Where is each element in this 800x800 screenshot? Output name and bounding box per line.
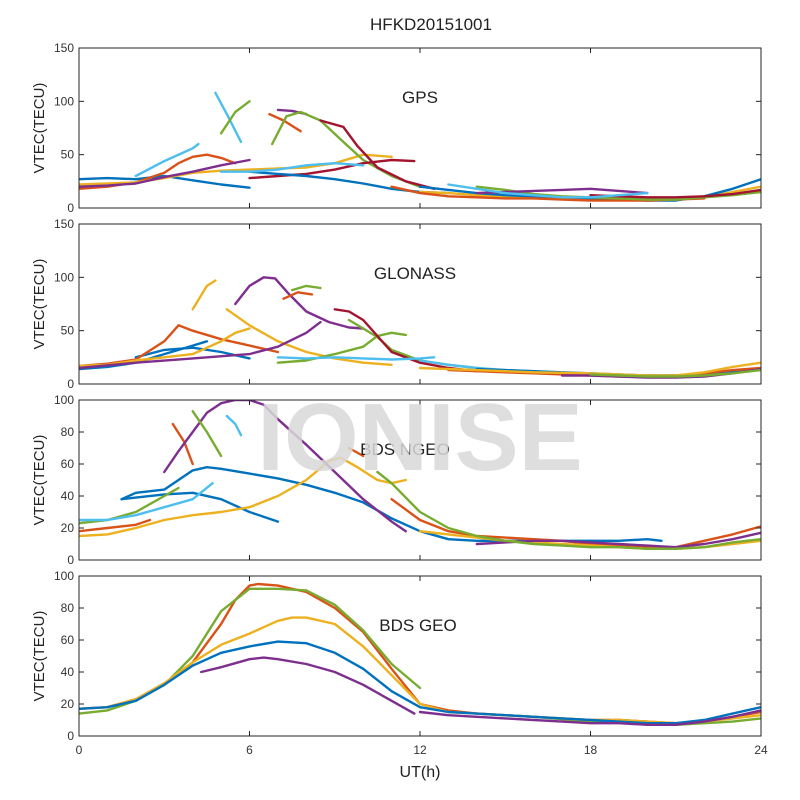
series-line: [79, 456, 407, 538]
y-axis-label: VTEC(TECU): [31, 435, 48, 526]
series-line: [418, 709, 761, 726]
series-line: [248, 158, 416, 180]
series-line: [276, 331, 407, 364]
y-tick-label: 40: [61, 665, 75, 679]
chart-title: HFKD20151001: [370, 15, 492, 34]
y-tick-label: 60: [61, 633, 75, 647]
x-axis-label: UT(h): [400, 764, 441, 781]
y-tick-label: 80: [61, 425, 75, 439]
series-line: [447, 183, 649, 199]
panel-label: GPS: [402, 88, 438, 107]
series-line: [319, 119, 436, 190]
panels: 0 50 100 150 VTEC(TECU) GPS 0 50 100 150 VTEC(TECU…: [31, 41, 762, 743]
series-line: [79, 640, 761, 725]
y-tick-label: 40: [61, 489, 75, 503]
y-tick-label: 0: [67, 553, 74, 567]
series-line: [225, 414, 243, 437]
series-group: [79, 91, 761, 202]
series-line: [171, 422, 194, 466]
y-tick-label: 80: [61, 601, 75, 615]
panel-gps: 0 50 100 150 VTEC(TECU) GPS: [31, 41, 762, 215]
series-group: [79, 400, 761, 550]
series-line: [191, 279, 217, 311]
panel-label: BDS GEO: [379, 616, 456, 635]
series-line: [214, 91, 243, 144]
series-group: [79, 276, 761, 379]
series-line: [589, 368, 761, 378]
y-tick-label: 150: [54, 217, 74, 231]
series-line: [79, 158, 251, 188]
y-axis-label: VTEC(TECU): [31, 611, 48, 702]
x-axis: 0 6 12 18 24: [76, 743, 768, 757]
series-line: [200, 656, 416, 715]
series-line: [134, 346, 251, 360]
series-line: [79, 518, 152, 533]
series-line: [79, 616, 761, 725]
series-line: [290, 284, 322, 292]
panel-bds-geo: 0 20 40 60 80 100 VTEC(TECU) BDS GEO: [31, 569, 762, 743]
y-tick-label: 100: [54, 393, 74, 407]
series-line: [248, 170, 450, 195]
series-line: [282, 291, 314, 300]
y-tick-label: 20: [61, 521, 75, 535]
series-line: [219, 100, 251, 135]
series-line: [347, 446, 365, 458]
watermark: IONISE: [257, 384, 582, 491]
series-line: [163, 400, 407, 533]
y-tick-label: 150: [54, 41, 74, 55]
series-line: [79, 153, 393, 186]
series-line: [219, 162, 365, 173]
series-line: [276, 356, 436, 361]
series-line: [134, 142, 200, 178]
panel-glonass: 0 50 100 150 VTEC(TECU) GLONASS: [31, 217, 762, 391]
y-axis-label: VTEC(TECU): [31, 259, 48, 350]
series-line: [79, 320, 322, 370]
y-tick-label: 20: [61, 697, 75, 711]
series-line: [475, 531, 761, 549]
x-tick-label: 24: [754, 743, 768, 757]
x-tick-label: 0: [76, 743, 83, 757]
y-tick-label: 60: [61, 457, 75, 471]
y-axis-label: VTEC(TECU): [31, 83, 48, 174]
panel-label: GLONASS: [374, 264, 456, 283]
panel-label: BDS NGEO: [360, 440, 450, 459]
y-tick-label: 0: [67, 377, 74, 391]
y-tick-label: 0: [67, 729, 74, 743]
y-tick-label: 100: [54, 569, 74, 583]
x-tick-label: 18: [584, 743, 598, 757]
series-line: [225, 308, 393, 366]
series-line: [234, 276, 365, 330]
x-tick-label: 12: [413, 743, 427, 757]
series-line: [120, 491, 280, 523]
x-tick-label: 6: [246, 743, 253, 757]
y-tick-label: 100: [54, 270, 74, 284]
series-line: [79, 482, 214, 522]
y-tick-label: 50: [61, 148, 75, 162]
y-tick-label: 50: [61, 324, 75, 338]
y-tick-label: 100: [54, 94, 74, 108]
series-group: [79, 582, 761, 726]
series-line: [191, 410, 223, 458]
panel-bds-ngeo: 0 20 40 60 80 100 VTEC(TECU) BDS NGEO: [31, 393, 762, 567]
series-line: [376, 470, 761, 550]
y-tick-label: 0: [67, 201, 74, 215]
